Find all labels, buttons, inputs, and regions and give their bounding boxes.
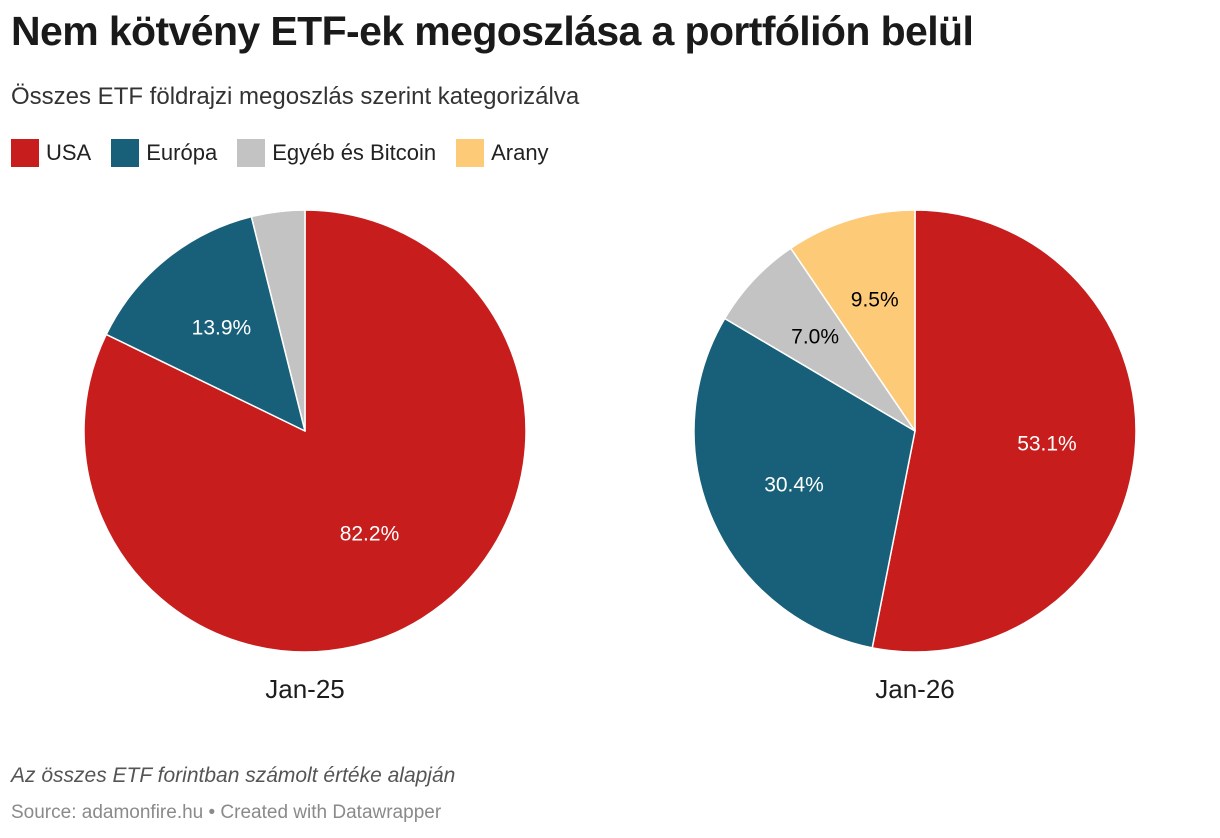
- legend-item-usa: USA: [11, 139, 91, 167]
- footer-source: Source: adamonfire.hu • Created with Dat…: [11, 802, 442, 823]
- legend-item-egyeb: Egyéb és Bitcoin: [237, 139, 436, 167]
- pie-slice-europa: [693, 317, 916, 649]
- slice-label-arany: 9.5%: [851, 289, 899, 312]
- legend-swatch-usa: [11, 139, 39, 167]
- slice-label-egyeb-es-bitcoin: 7.0%: [791, 326, 839, 349]
- slice-label-europa: 30.4%: [764, 474, 824, 497]
- legend: USA Európa Egyéb és Bitcoin Arany: [11, 138, 569, 168]
- legend-label-arany: Arany: [491, 140, 549, 165]
- pie-slice-egyeb-es-bitcoin: [250, 209, 306, 432]
- pie-slice-arany: [790, 209, 916, 432]
- slice-label-usa: 53.1%: [1017, 432, 1077, 455]
- chart-title: Nem kötvény ETF-ek megoszlása a portfóli…: [11, 8, 974, 54]
- legend-label-europa: Európa: [146, 140, 218, 165]
- pie-title-jan-25: Jan-25: [265, 674, 345, 704]
- pie-slice-usa: [871, 209, 1137, 653]
- chart-subtitle: Összes ETF földrajzi megoszlás szerint k…: [11, 83, 580, 110]
- legend-swatch-arany: [456, 139, 485, 167]
- legend-swatch-europa: [111, 139, 140, 167]
- legend-item-europa: Európa: [111, 139, 217, 167]
- legend-swatch-egyeb: [237, 139, 266, 167]
- pie-slice-usa: [83, 209, 527, 653]
- pie-jan-26: 53.1% 30.4% 7.0% 9.5% Jan-26: [693, 209, 1137, 704]
- pie-slice-europa: [105, 215, 306, 432]
- pie-title-jan-26: Jan-26: [875, 674, 955, 704]
- slice-label-europa: 13.9%: [192, 317, 252, 340]
- slice-label-usa: 82.2%: [340, 523, 400, 546]
- legend-item-arany: Arany: [456, 139, 549, 167]
- footer-note: Az összes ETF forintban számolt értéke a…: [11, 764, 456, 787]
- legend-label-egyeb: Egyéb és Bitcoin: [272, 140, 437, 165]
- legend-label-usa: USA: [46, 140, 92, 165]
- pie-jan-25: 82.2% 13.9% Jan-25: [83, 209, 527, 704]
